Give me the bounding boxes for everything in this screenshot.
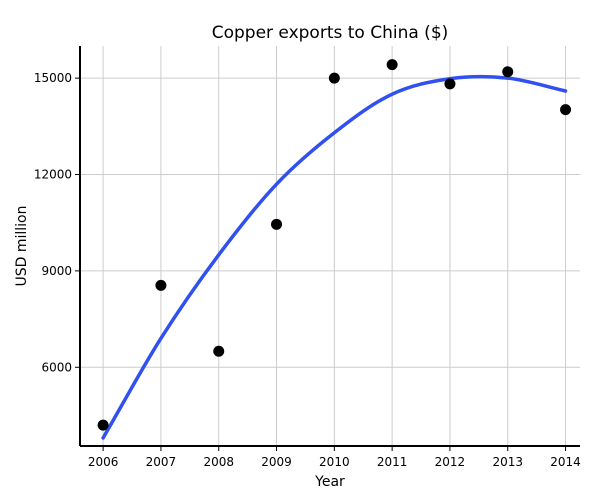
data-point xyxy=(328,72,340,84)
fit-line xyxy=(101,74,568,440)
data-point xyxy=(155,279,167,291)
x-tick-label: 2007 xyxy=(146,455,177,469)
x-tick-label: 2009 xyxy=(261,455,292,469)
x-tick-label: 2008 xyxy=(203,455,234,469)
fit-line-layer xyxy=(101,74,568,440)
x-tick-label: 2011 xyxy=(377,455,408,469)
points-layer xyxy=(97,59,572,431)
chart-title: Copper exports to China ($) xyxy=(212,23,449,43)
data-point xyxy=(444,78,456,90)
y-tick-label: 9000 xyxy=(41,264,72,278)
y-tick-label: 6000 xyxy=(41,360,72,374)
x-tick-label: 2012 xyxy=(435,455,466,469)
tick-labels: 2006 2007 2008 2009 2010 2011 2012 2013 2014 6000… xyxy=(34,71,581,469)
axes xyxy=(75,46,580,451)
y-tick-label: 15000 xyxy=(34,71,72,85)
data-point xyxy=(560,104,572,116)
y-axis-title: USD million xyxy=(14,206,30,287)
grid xyxy=(80,46,580,446)
x-tick-label: 2006 xyxy=(88,455,119,469)
data-point xyxy=(271,218,283,230)
x-tick-label: 2010 xyxy=(319,455,350,469)
data-point xyxy=(97,419,109,431)
data-point xyxy=(213,345,225,357)
x-tick-label: 2014 xyxy=(550,455,581,469)
data-point xyxy=(502,66,514,78)
y-tick-label: 12000 xyxy=(34,168,72,182)
x-tick-label: 2013 xyxy=(492,455,523,469)
data-point xyxy=(386,59,398,71)
x-axis-title: Year xyxy=(314,474,345,490)
